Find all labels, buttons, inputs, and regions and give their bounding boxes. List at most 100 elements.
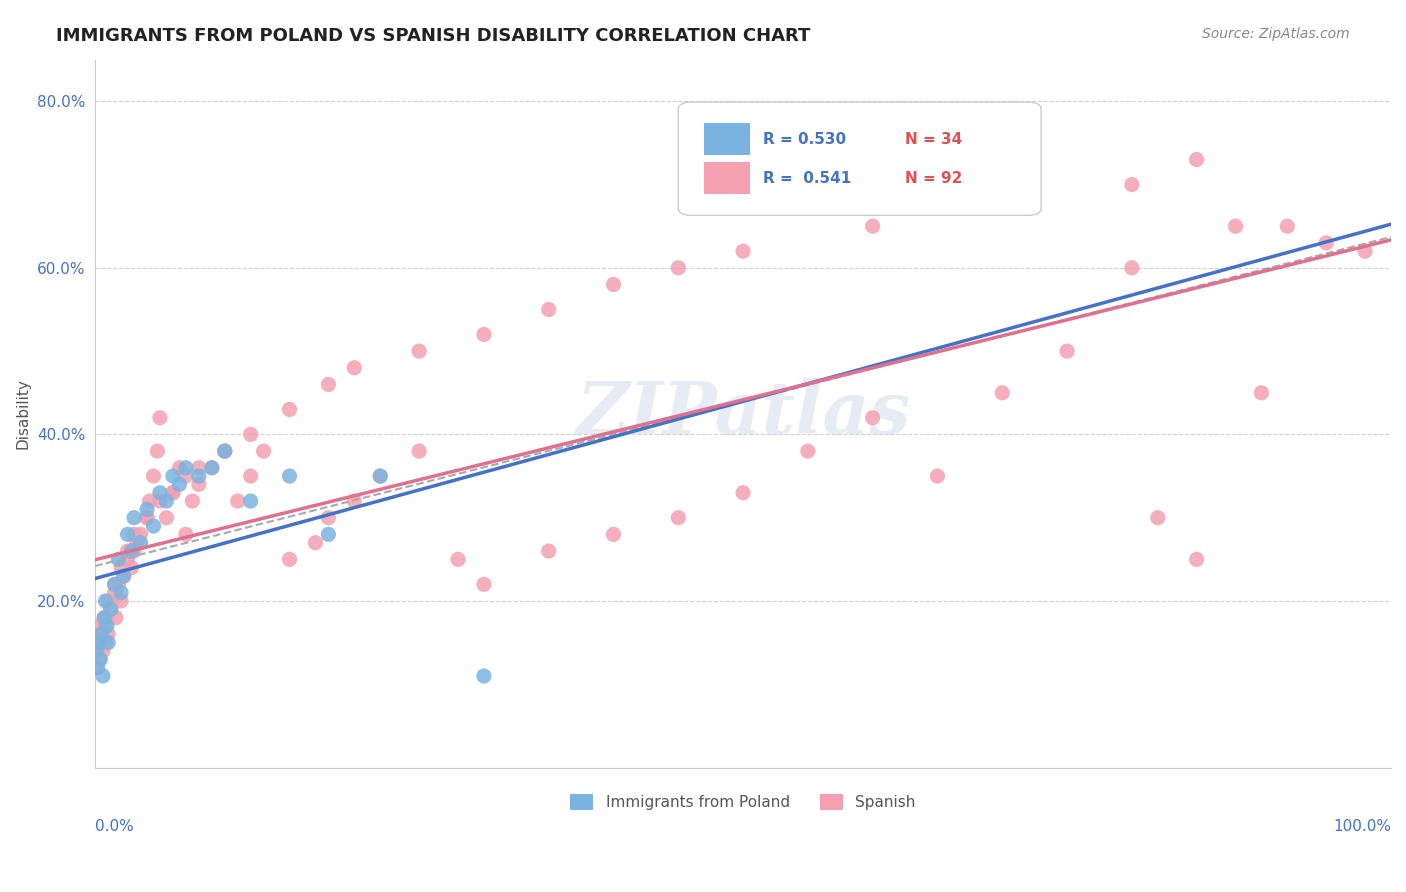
Point (318, 377, 340, 392)
Point (1277, 219, 1299, 234)
Point (253, 444, 276, 458)
Point (862, 410, 884, 425)
Text: 0.0%: 0.0% (96, 820, 134, 834)
Point (169, 460, 191, 475)
Point (318, 510, 340, 524)
Point (120, 560, 142, 574)
Point (110, 585, 132, 599)
Point (107, 552, 129, 566)
Point (1185, 153, 1208, 167)
Text: N = 34: N = 34 (905, 132, 962, 147)
Point (278, 469, 301, 483)
Point (368, 469, 391, 483)
Point (174, 469, 197, 483)
Point (1146, 510, 1168, 524)
Point (117, 527, 139, 541)
Point (239, 494, 262, 508)
Point (91, 644, 114, 658)
Point (86, 644, 108, 658)
Point (93, 610, 115, 624)
Point (187, 469, 209, 483)
Point (174, 527, 197, 541)
Point (472, 327, 495, 342)
Point (1354, 244, 1376, 259)
Point (602, 277, 624, 292)
Point (278, 552, 301, 566)
Text: 100.0%: 100.0% (1333, 820, 1391, 834)
Point (122, 544, 145, 558)
Point (86, 627, 108, 641)
Point (149, 410, 172, 425)
Point (1056, 344, 1078, 359)
Point (214, 444, 236, 458)
Point (537, 544, 560, 558)
Point (214, 444, 236, 458)
Point (142, 519, 165, 533)
Point (93, 610, 115, 624)
Point (136, 502, 159, 516)
Point (666, 260, 689, 275)
Point (112, 569, 135, 583)
Point (129, 535, 152, 549)
Point (89, 635, 111, 649)
Point (100, 602, 122, 616)
Point (187, 477, 209, 491)
Point (112, 569, 135, 583)
Text: IMMIGRANTS FROM POLAND VS SPANISH DISABILITY CORRELATION CHART: IMMIGRANTS FROM POLAND VS SPANISH DISABI… (56, 27, 811, 45)
Point (318, 527, 340, 541)
Point (94, 594, 117, 608)
Point (408, 444, 430, 458)
Point (1315, 235, 1337, 250)
FancyBboxPatch shape (678, 102, 1040, 215)
Point (122, 527, 145, 541)
Point (104, 577, 127, 591)
Point (162, 485, 184, 500)
Bar (704, 123, 749, 155)
Point (89, 652, 111, 666)
Point (97, 594, 120, 608)
Point (239, 427, 262, 442)
Point (107, 577, 129, 591)
Point (122, 510, 145, 524)
Point (1250, 385, 1272, 400)
Point (149, 485, 172, 500)
Point (142, 469, 165, 483)
Point (472, 577, 495, 591)
Point (201, 460, 224, 475)
Point (201, 460, 224, 475)
Point (87, 635, 110, 649)
Y-axis label: Disability: Disability (15, 378, 30, 449)
Point (136, 510, 159, 524)
Point (155, 494, 177, 508)
Point (138, 494, 160, 508)
Point (408, 344, 430, 359)
Point (87, 619, 110, 633)
Text: Source: ZipAtlas.com: Source: ZipAtlas.com (1202, 27, 1350, 41)
Text: R =  0.541: R = 0.541 (762, 171, 851, 186)
Point (149, 494, 172, 508)
Point (239, 469, 262, 483)
Point (125, 535, 148, 549)
Point (90, 627, 112, 641)
Point (304, 535, 326, 549)
Point (155, 510, 177, 524)
Point (87, 644, 110, 658)
Point (447, 552, 470, 566)
Point (343, 494, 366, 508)
Text: N = 92: N = 92 (905, 171, 963, 186)
Point (278, 402, 301, 417)
Bar (704, 162, 749, 194)
Point (117, 552, 139, 566)
Point (1225, 219, 1247, 234)
Text: R = 0.530: R = 0.530 (762, 132, 845, 147)
Point (110, 594, 132, 608)
Point (136, 510, 159, 524)
Point (120, 544, 142, 558)
Point (602, 527, 624, 541)
Point (91, 669, 114, 683)
Point (991, 385, 1014, 400)
Point (927, 469, 949, 483)
Point (97, 627, 120, 641)
Point (472, 669, 495, 683)
Point (368, 469, 391, 483)
